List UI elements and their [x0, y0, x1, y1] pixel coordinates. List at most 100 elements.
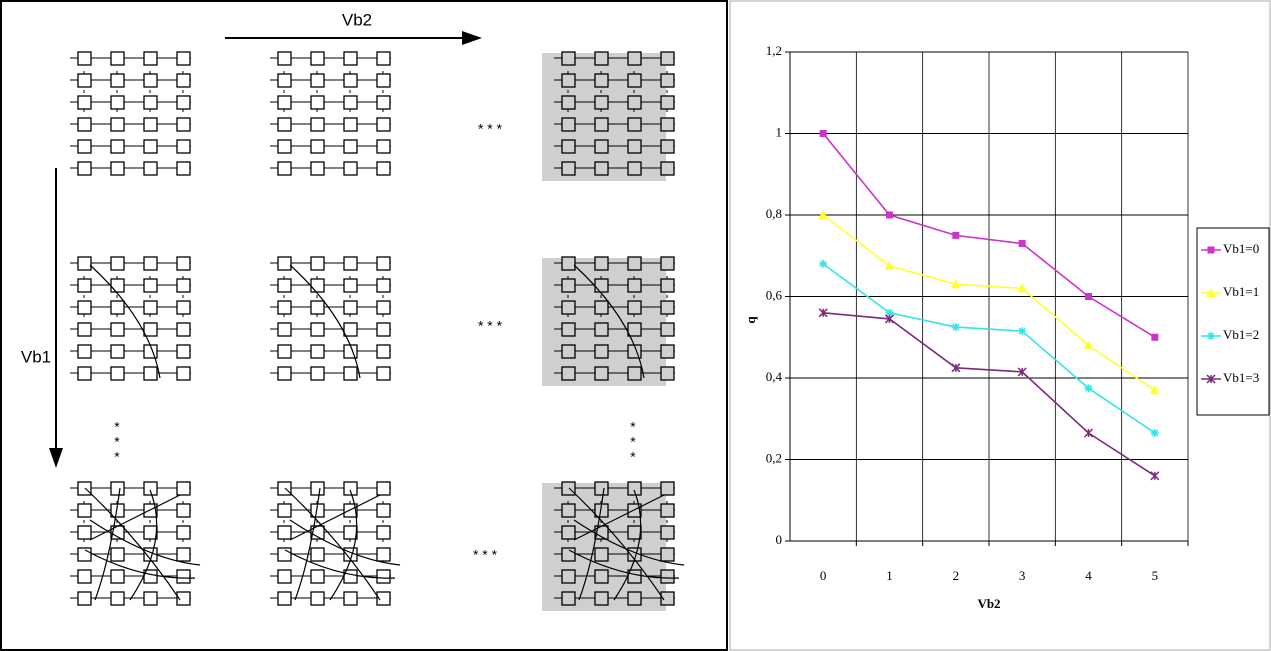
cell — [111, 118, 124, 131]
cell — [562, 118, 575, 131]
marker — [952, 323, 960, 331]
cell — [562, 96, 575, 109]
marker — [1208, 247, 1215, 254]
cell — [595, 301, 608, 314]
cell — [661, 140, 674, 153]
cell — [177, 74, 190, 87]
cell — [628, 526, 641, 539]
cell — [177, 52, 190, 65]
cell — [278, 592, 291, 605]
cell — [661, 482, 674, 495]
cell — [595, 74, 608, 87]
cell — [78, 548, 91, 561]
cell — [78, 52, 91, 65]
y-tick-label: 0,2 — [766, 450, 782, 465]
cell — [344, 52, 357, 65]
grid-block — [542, 52, 675, 181]
cell — [311, 367, 324, 380]
cell — [278, 257, 291, 270]
cell — [78, 323, 91, 336]
cell — [278, 52, 291, 65]
y-tick-label: 1,2 — [766, 43, 782, 58]
ellipsis-vertical: * — [630, 449, 636, 465]
legend-label: Vb1=2 — [1223, 327, 1259, 342]
cell — [111, 482, 124, 495]
cell — [177, 504, 190, 517]
cell — [111, 96, 124, 109]
x-tick-label: 3 — [1019, 568, 1026, 583]
marker — [952, 232, 959, 239]
cell — [78, 504, 91, 517]
marker — [1207, 332, 1215, 340]
legend-label: Vb1=1 — [1223, 284, 1259, 299]
cell — [78, 96, 91, 109]
cell — [311, 74, 324, 87]
marker — [1019, 240, 1026, 247]
marker — [820, 130, 827, 137]
cell — [628, 96, 641, 109]
cell — [344, 140, 357, 153]
cell — [344, 592, 357, 605]
cell — [177, 367, 190, 380]
cell — [78, 140, 91, 153]
cell — [111, 52, 124, 65]
cell — [595, 345, 608, 358]
cell — [661, 279, 674, 292]
cell — [344, 301, 357, 314]
cell — [344, 526, 357, 539]
y-tick-label: 0,4 — [766, 369, 783, 384]
cell — [628, 257, 641, 270]
cell — [144, 279, 157, 292]
cell — [78, 592, 91, 605]
cell — [311, 52, 324, 65]
cell — [278, 279, 291, 292]
figure: Vb2 Vb1 * * * * * * * * * * * * * * * q … — [0, 0, 1271, 651]
ellipsis-vertical: * — [630, 419, 636, 435]
ellipsis: * * * — [478, 121, 503, 137]
grid-block — [542, 482, 684, 611]
cell — [344, 323, 357, 336]
cell — [344, 279, 357, 292]
cell — [595, 257, 608, 270]
cell — [628, 367, 641, 380]
cell — [661, 367, 674, 380]
cell — [344, 118, 357, 131]
cell — [111, 301, 124, 314]
cell — [78, 257, 91, 270]
x-tick-label: 2 — [953, 568, 960, 583]
cell — [377, 257, 390, 270]
cell — [278, 323, 291, 336]
cell — [628, 118, 641, 131]
cell — [595, 96, 608, 109]
cell — [562, 367, 575, 380]
cell — [177, 257, 190, 270]
cell — [111, 74, 124, 87]
cell — [628, 52, 641, 65]
cell — [144, 118, 157, 131]
cell — [177, 162, 190, 175]
cell — [562, 257, 575, 270]
cell — [278, 548, 291, 561]
cell — [144, 592, 157, 605]
cell — [78, 526, 91, 539]
cell — [377, 52, 390, 65]
cell — [562, 548, 575, 561]
cell — [278, 74, 291, 87]
cell — [78, 279, 91, 292]
chart-frame — [730, 1, 1270, 650]
cell — [661, 345, 674, 358]
legend-label: Vb1=0 — [1223, 241, 1259, 256]
cell — [562, 74, 575, 87]
cell — [78, 367, 91, 380]
ellipsis-vertical: * — [114, 419, 120, 435]
cell — [78, 118, 91, 131]
ellipsis-vertical: * — [114, 434, 120, 450]
cell — [311, 301, 324, 314]
cell — [377, 526, 390, 539]
cell — [111, 367, 124, 380]
cell — [562, 504, 575, 517]
cell — [177, 482, 190, 495]
cell — [661, 570, 674, 583]
cell — [661, 74, 674, 87]
cell — [111, 257, 124, 270]
